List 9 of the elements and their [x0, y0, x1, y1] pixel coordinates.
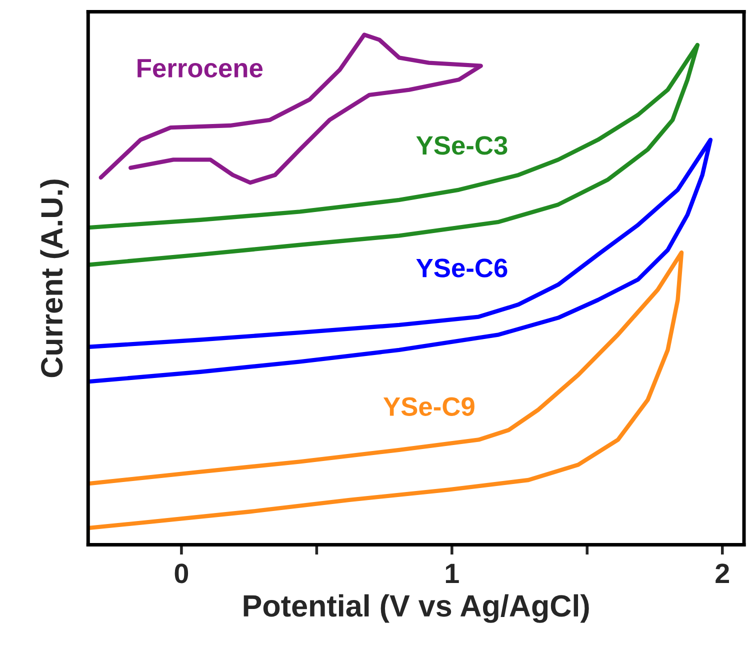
series-label: Ferrocene — [138, 59, 263, 78]
series-label: YSe-C6 — [416, 258, 508, 278]
x-tick-label: 1 — [446, 564, 459, 583]
series-label: YSe-C9 — [383, 397, 474, 416]
x-tick-label: 0 — [174, 564, 188, 584]
x-axis-title: Potential (V vs Ag/AgCl) — [244, 594, 589, 623]
y-axis-title: Current (A.U.) — [40, 180, 69, 378]
series-label: YSe-C3 — [416, 136, 508, 155]
x-tick-label: 2 — [716, 564, 729, 583]
